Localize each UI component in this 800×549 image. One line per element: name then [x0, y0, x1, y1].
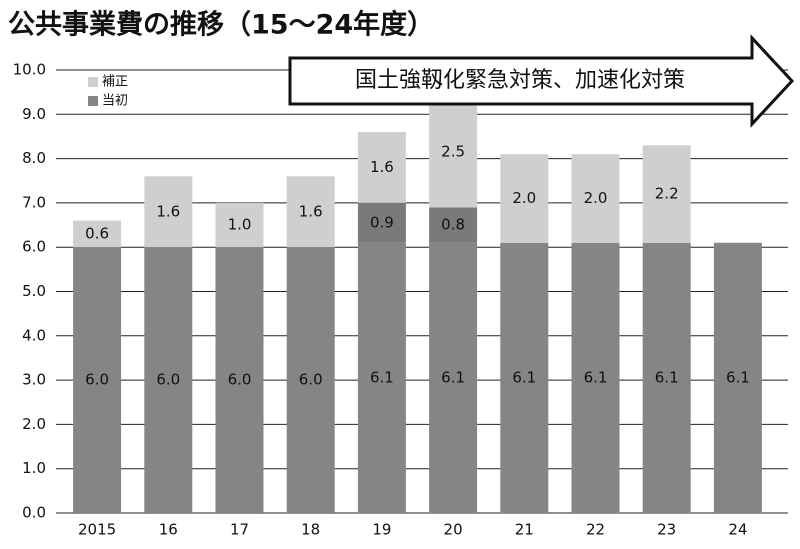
bar-segment — [429, 242, 478, 513]
legend-label: 当初 — [102, 94, 128, 109]
annotation: 国土強靱化緊急対策、加速化対策 — [355, 68, 685, 93]
x-tick-label: 16 — [159, 521, 178, 539]
legend-swatch — [88, 77, 98, 87]
y-tick-label: 3.0 — [22, 371, 46, 389]
chart-title: 公共事業費の推移（15～24年度） — [8, 9, 434, 41]
bar-segment — [286, 176, 335, 248]
legend-swatch — [88, 96, 98, 106]
x-tick-label: 20 — [444, 521, 463, 539]
data-label: 2.0 — [584, 189, 608, 207]
bar-segment — [642, 242, 691, 513]
y-tick-label: 1.0 — [22, 459, 46, 477]
bar-segment — [357, 202, 406, 243]
data-label: 2.2 — [655, 185, 679, 203]
x-tick-label: 23 — [657, 521, 676, 539]
bar-segment — [286, 247, 335, 513]
x-tick-label: 19 — [372, 521, 391, 539]
bar-segment — [713, 242, 762, 513]
data-label: 6.0 — [228, 371, 252, 389]
data-label: 6.1 — [441, 368, 465, 386]
data-label: 6.1 — [655, 368, 679, 386]
y-tick-label: 6.0 — [22, 238, 46, 256]
legend-label: 補正 — [102, 75, 128, 90]
x-tick-label: 18 — [301, 521, 320, 539]
data-label: 0.6 — [85, 224, 109, 242]
data-label: 2.5 — [441, 142, 465, 160]
bar-segment — [571, 154, 620, 243]
bar-segment — [571, 242, 620, 513]
y-tick-label: 8.0 — [22, 149, 46, 167]
bar-segment — [429, 207, 478, 243]
bar-segment — [144, 176, 193, 248]
y-tick-label: 10.0 — [13, 61, 46, 79]
bar-segment — [73, 247, 122, 513]
data-label: 6.1 — [584, 368, 608, 386]
y-tick-label: 5.0 — [22, 282, 46, 300]
y-tick-label: 4.0 — [22, 326, 46, 344]
data-label: 1.6 — [299, 202, 323, 220]
bar-segment — [429, 96, 478, 208]
data-label: 1.0 — [228, 216, 252, 234]
data-label: 6.1 — [370, 368, 394, 386]
bar-segment — [357, 242, 406, 513]
data-label: 0.9 — [370, 213, 394, 231]
data-label: 0.8 — [441, 216, 465, 234]
bar-segment — [73, 220, 122, 248]
y-tick-label: 0.0 — [22, 504, 46, 522]
data-label: 1.6 — [370, 158, 394, 176]
x-tick-label: 22 — [586, 521, 605, 539]
y-tick-label: 7.0 — [22, 193, 46, 211]
data-label: 6.0 — [85, 371, 109, 389]
data-label: 6.1 — [512, 368, 536, 386]
y-tick-label: 9.0 — [22, 105, 46, 123]
bar-segment — [144, 247, 193, 513]
annotation-arrow — [288, 34, 795, 128]
data-label: 6.0 — [299, 371, 323, 389]
data-label: 2.0 — [512, 189, 536, 207]
data-label: 6.1 — [726, 368, 750, 386]
bar-segment — [500, 154, 549, 243]
data-label: 1.6 — [156, 202, 180, 220]
bar-segment — [215, 247, 264, 513]
bar-segment — [642, 145, 691, 243]
x-tick-label: 2015 — [78, 521, 116, 539]
data-label: 6.0 — [156, 371, 180, 389]
y-tick-label: 2.0 — [22, 415, 46, 433]
bar-segment — [357, 132, 406, 203]
x-tick-label: 17 — [230, 521, 249, 539]
x-tick-label: 24 — [728, 521, 747, 539]
bar-segment — [500, 242, 549, 513]
bar-segment — [215, 202, 264, 248]
x-tick-label: 21 — [515, 521, 534, 539]
